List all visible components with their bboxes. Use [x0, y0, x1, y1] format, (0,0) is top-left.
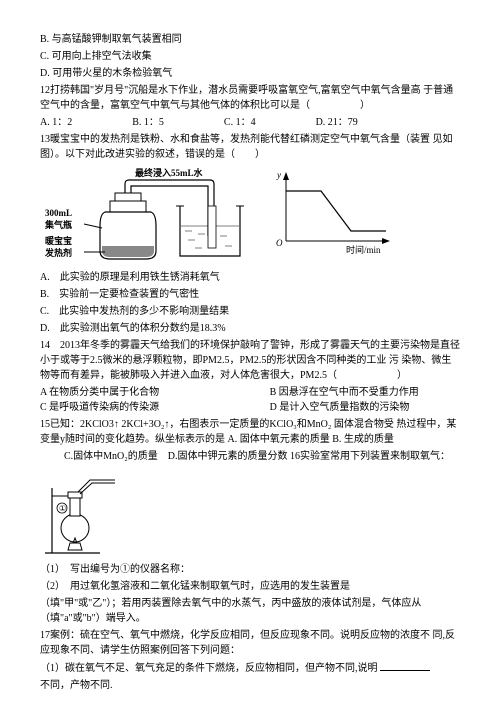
- q12-c: C. 1：4: [224, 115, 256, 130]
- q17-1-text: （1）碳在氧气不足、氧气充足的条件下燃烧，反应物相同，但产物不同,说明: [40, 663, 378, 674]
- q16-1-text: （1） 写出编号为①的仪器名称：: [40, 564, 190, 575]
- q12-text: 12打捞韩国"岁月号"沉船是水下作业，潜水员需要呼吸富氧空气,富氧空气中氧气含量…: [40, 83, 460, 113]
- q14-text: 14 2013年冬季的雾霾天气给我们的环境保护敲响了警钟，形成了雾霾天气的主要污…: [40, 338, 460, 383]
- document-page: B. 与高锰酸钾制取氧气装置相同 C. 可用向上排空气法收集 D. 可用带火星的…: [0, 0, 500, 708]
- q12-a: A. 1：2: [40, 115, 72, 130]
- svg-text:集气瓶: 集气瓶: [44, 219, 72, 230]
- svg-text:时间/min: 时间/min: [346, 244, 381, 255]
- q12-options: A. 1：2 B. 1：5 C. 1：4 D. 21：79: [40, 115, 460, 130]
- q17-1: （1）碳在氧气不足、氧气充足的条件下燃烧，反应物相同，但产物不同,说明: [40, 660, 460, 676]
- q16-1: （1） 写出编号为①的仪器名称：: [40, 562, 460, 577]
- q17-2: 不同，产物不同.: [40, 678, 460, 693]
- distillation-diagram: ①: [40, 468, 460, 558]
- q14-c: C 是呼吸道传染病的传染源: [40, 400, 242, 415]
- q14-options-row1: A 在物质分类中属于化合物 B 因悬浮在空气中而不受重力作用: [40, 385, 460, 400]
- q12-d: D. 21：79: [316, 115, 358, 130]
- q14-options-row2: C 是呼吸道传染病的传染源 D 是计入空气质量指数的污染物: [40, 400, 460, 415]
- q13-d: D. 此实验测出氧气的体积分数约是18.3%: [40, 321, 460, 336]
- q15-text: 15已知：2KClO3↑ 2KCl+3O₂↑，右图表示一定质量的KClO₃和Mn…: [40, 417, 460, 447]
- q12-b: B. 1：5: [132, 115, 164, 130]
- q16-2-text: （2） 用过氧化氢溶液和二氧化锰来制取氧气时，应选用的发生装置是: [40, 581, 350, 592]
- q13-c: C. 此实验中发热剂的多少不影响测量结果: [40, 304, 460, 319]
- q13-b: B. 实验前一定要检查装置的气密性: [40, 287, 460, 302]
- svg-text:①: ①: [59, 504, 66, 513]
- svg-text:发热剂: 发热剂: [44, 247, 72, 258]
- q13-text: 13暖宝宝中的发热剂是铁粉、水和食盐等，发热剂能代替红磷测定空气中氧气含量（装置…: [40, 132, 460, 162]
- blank-line: [380, 660, 430, 671]
- option-b: B. 与高锰酸钾制取氧气装置相同: [40, 32, 460, 47]
- option-c: C. 可用向上排空气法收集: [40, 49, 460, 64]
- q16-2: （2） 用过氧化氢溶液和二氧化锰来制取氧气时，应选用的发生装置是: [40, 579, 460, 594]
- svg-text:300mL: 300mL: [45, 208, 72, 218]
- svg-text:y: y: [276, 170, 281, 180]
- q15-text2: C.固体中MnO₂的质量 D.固体中钾元素的质量分数 16实验室常用下列装置来制…: [40, 449, 460, 464]
- q14-a: A 在物质分类中属于化合物: [40, 385, 242, 400]
- q16-3: （填"甲"或"乙"）；若用丙装置除去氧气中的水蒸气，丙中盛放的液体试剂是，气体应…: [40, 596, 460, 626]
- q14-d: D 是计入空气质量指数的污染物: [270, 400, 410, 415]
- svg-text:O: O: [276, 238, 283, 248]
- svg-text:暖宝宝: 暖宝宝: [45, 235, 72, 246]
- option-d: D. 可用带火星的木条检验氧气: [40, 66, 460, 81]
- apparatus-diagram: 最终浸入55mL水 300mL 集气瓶 暖宝宝 发热剂: [40, 166, 271, 266]
- q14-b: B 因悬浮在空气中而不受重力作用: [270, 385, 419, 400]
- q13-a: A. 此实验的原理是利用铁生锈消耗氧气: [40, 270, 460, 285]
- svg-text:最终浸入55mL水: 最终浸入55mL水: [135, 167, 204, 178]
- distillation-apparatus-icon: ①: [40, 468, 130, 558]
- flask-apparatus-icon: 最终浸入55mL水 300mL 集气瓶 暖宝宝 发热剂: [40, 166, 250, 266]
- rate-chart: y O 时间/min: [271, 166, 460, 256]
- line-chart-icon: y O 时间/min: [271, 166, 401, 256]
- q13-figure-row: 最终浸入55mL水 300mL 集气瓶 暖宝宝 发热剂: [40, 166, 460, 266]
- q17-text: 17案例：硫在空气、氧气中燃烧，化学反应相同，但反应现象不同。说明反应物的浓度不…: [40, 628, 460, 658]
